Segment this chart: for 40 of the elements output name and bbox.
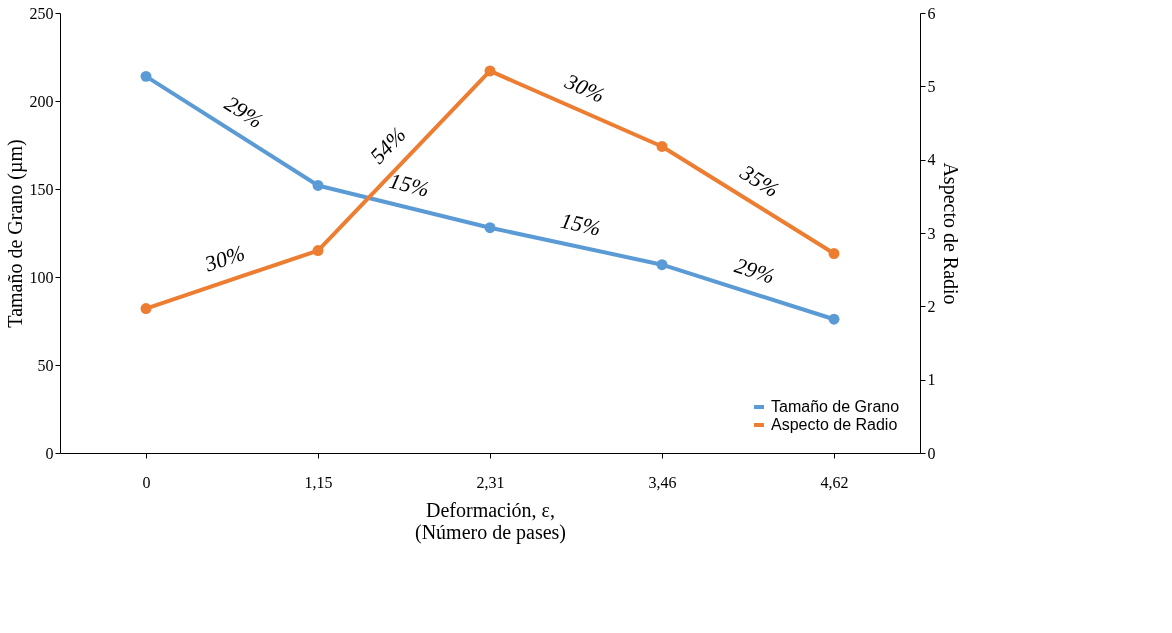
x-tick-label: 0 xyxy=(142,473,151,491)
y-tick-label: 200 xyxy=(29,92,54,110)
annotation: 29% xyxy=(731,252,778,289)
y-tick-label: 50 xyxy=(37,356,54,374)
y-tick-label: 0 xyxy=(45,444,54,462)
legend-label: Aspecto de Radio xyxy=(771,416,898,433)
point xyxy=(656,141,668,152)
annotation: 29% xyxy=(220,90,268,134)
y-tick-label: 150 xyxy=(29,180,54,198)
y2-tick-label: 2 xyxy=(927,297,936,315)
point xyxy=(312,180,324,191)
annotation: 15% xyxy=(386,167,432,202)
annotation: 30% xyxy=(560,68,609,108)
y-axis-title: Tamaño de Grano (µm) xyxy=(3,139,27,328)
legend-label: Tamaño de Grano xyxy=(771,398,900,415)
annotation: 15% xyxy=(558,207,604,241)
point xyxy=(312,245,324,257)
point xyxy=(140,303,152,314)
point xyxy=(828,248,840,259)
y2-tick-label: 0 xyxy=(927,444,936,462)
x-tick-label: 4,62 xyxy=(820,473,849,491)
y2-tick-label: 4 xyxy=(927,151,936,169)
x-tick-label: 2,31 xyxy=(476,473,505,491)
x-tick-label: 3,46 xyxy=(648,473,677,491)
y2-tick-label: 5 xyxy=(927,77,936,95)
point xyxy=(484,65,496,77)
y-tick-label: 100 xyxy=(29,268,54,286)
y2-axis-title: Aspecto de Radio xyxy=(938,162,962,305)
x-axis-title: Deformación, ε, (Número de pases) xyxy=(414,498,567,544)
annotation: 30% xyxy=(200,239,248,277)
annotation: 35% xyxy=(735,159,784,203)
y2-tick-label: 1 xyxy=(927,371,936,389)
point xyxy=(484,222,496,234)
y2-tick-label: 6 xyxy=(927,4,936,22)
x-tick-label: 1,15 xyxy=(304,473,333,491)
y2-tick-label: 3 xyxy=(927,224,936,242)
point xyxy=(656,259,668,271)
point xyxy=(828,313,840,325)
point xyxy=(140,70,152,82)
y-tick-label: 250 xyxy=(29,4,54,22)
